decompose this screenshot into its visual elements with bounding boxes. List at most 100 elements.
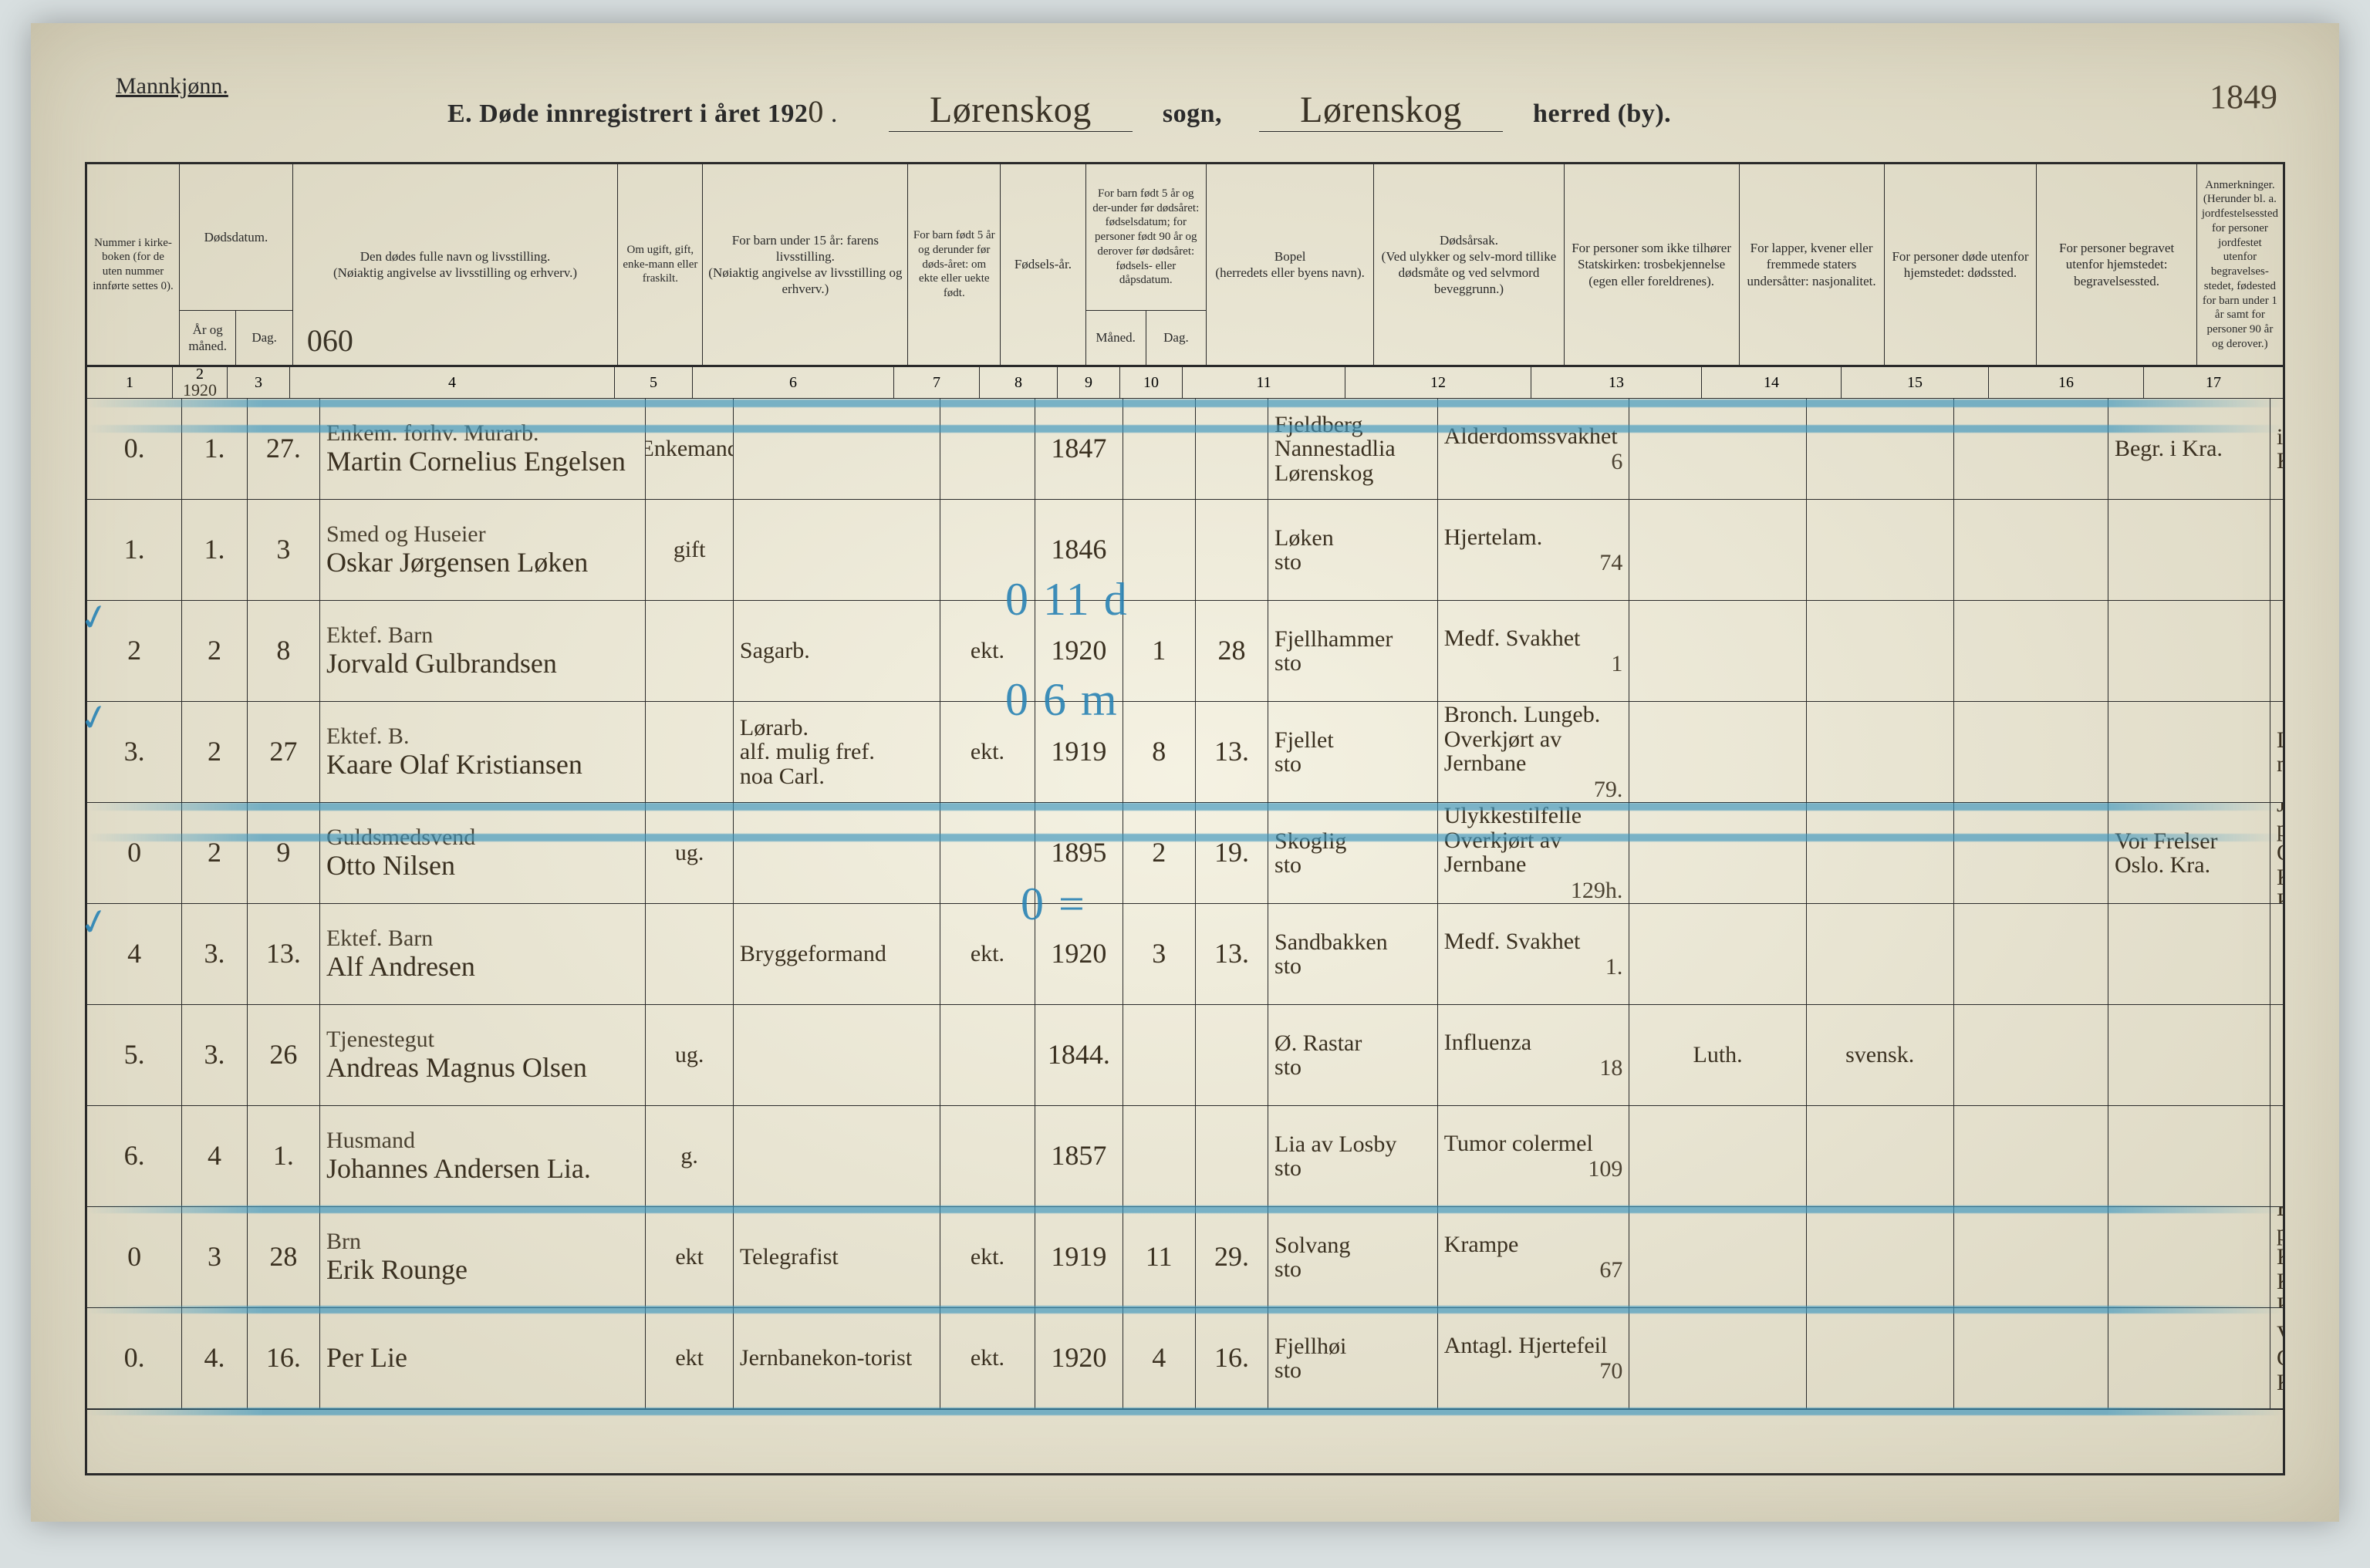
cell-ekte — [940, 803, 1035, 903]
cell-day: 8 — [248, 601, 320, 701]
cell-birthyear: 1847 — [1035, 399, 1123, 499]
cell-birthday — [1196, 1106, 1268, 1206]
col-5-header: Om ugift, gift, enke-mann eller fraskilt… — [618, 164, 703, 365]
cell-stand — [646, 702, 734, 802]
cell-deathplace — [1954, 803, 2108, 903]
cell-remarks — [2270, 904, 2283, 1004]
cell-month: 3. — [182, 904, 248, 1004]
col-9-top: For barn født 5 år og der-under før døds… — [1089, 187, 1204, 288]
cell-day: 27. — [248, 399, 320, 499]
cell-bopel: Fjellhammersto — [1268, 601, 1438, 701]
cell-day: 26 — [248, 1005, 320, 1105]
cell-nation — [1807, 803, 1954, 903]
table-row: 6.41.HusmandJohannes Andersen Lia.g.1857… — [87, 1106, 2283, 1207]
cell-deathplace — [1954, 500, 2108, 600]
cell-number: 0 — [87, 1207, 182, 1307]
cell-month: 2 — [182, 601, 248, 701]
herred-value: Lørenskog — [1300, 89, 1462, 131]
colnum: 4 — [290, 367, 615, 398]
cell-month: 3 — [182, 1207, 248, 1307]
colnum: 10 — [1120, 367, 1183, 398]
cell-father: Telegrafist — [734, 1207, 940, 1307]
cell-month: 2 — [182, 702, 248, 802]
colnum: 8 — [980, 367, 1058, 398]
cell-cause: Tumor colermel109 — [1438, 1106, 1630, 1206]
cell-remarks — [2270, 1106, 2283, 1206]
cell-stand: ekt — [646, 1207, 734, 1307]
cell-burial: Begr. i Kra. — [2108, 399, 2270, 499]
table-row: 228Ektef. BarnJorvald GulbrandsenSagarb.… — [87, 601, 2283, 702]
cell-remarks — [2270, 1005, 2283, 1105]
cell-father — [734, 500, 940, 600]
cell-name: Per Lie — [320, 1308, 646, 1408]
cell-cause: Ulykkestilfelle Overkjørt av Jernbane129… — [1438, 803, 1630, 903]
cell-nation — [1807, 1106, 1954, 1206]
cell-day: 1. — [248, 1106, 320, 1206]
column-number-row: 1 2 1920 3 4 5 6 7 8 9 10 11 12 13 14 15… — [87, 367, 2283, 399]
table-row: 0.4.16.Per LieektJernbanekon-toristekt.1… — [87, 1308, 2283, 1410]
colnum: 2 — [196, 366, 204, 382]
cell-cause: Hjertelam.74 — [1438, 500, 1630, 600]
cell-cause: Medf. Svakhet1 — [1438, 601, 1630, 701]
cell-remarks: Jordf. paa OsloKirkeg. Kra. — [2270, 803, 2283, 903]
cell-name: BrnErik Rounge — [320, 1207, 646, 1307]
table-row: 0.1.27.Enkem. forhv. Murarb.Martin Corne… — [87, 399, 2283, 500]
cell-number: 2 — [87, 601, 182, 701]
cell-stand: ug. — [646, 1005, 734, 1105]
cell-burial — [2108, 1106, 2270, 1206]
col-2-sub: År og måned. — [180, 311, 236, 365]
page-header: Mannkjønn. E. Døde innregistrert i året … — [31, 23, 2339, 147]
cell-deathplace — [1954, 1308, 2108, 1408]
cell-birthday: 29. — [1196, 1207, 1268, 1307]
title-prefix: E. Døde innregistrert i året 192 — [447, 99, 808, 128]
col-4-note: 060 — [307, 322, 353, 360]
cell-nation — [1807, 702, 1954, 802]
colnum: 13 — [1531, 367, 1702, 398]
cell-day: 13. — [248, 904, 320, 1004]
cell-number: 1. — [87, 500, 182, 600]
cell-deathplace — [1954, 702, 2108, 802]
colnum: 1 — [87, 367, 173, 398]
cell-burial — [2108, 1005, 2270, 1105]
table-row: 43.13.Ektef. BarnAlf AndresenBryggeforma… — [87, 904, 2283, 1005]
cell-remarks — [2270, 601, 2283, 701]
cell-month: 2 — [182, 803, 248, 903]
cell-birthday: 13. — [1196, 904, 1268, 1004]
cell-birthday: 19. — [1196, 803, 1268, 903]
cell-burial — [2108, 500, 2270, 600]
col-date-top: Dødsdatum. — [204, 229, 268, 245]
cell-day: 27 — [248, 702, 320, 802]
cell-bopel: Løkensto — [1268, 500, 1438, 600]
table-row: 5.3.26TjenestegutAndreas Magnus Olsenug.… — [87, 1005, 2283, 1106]
cell-month: 1. — [182, 500, 248, 600]
col-11-header: Bopel (herredets eller byens navn). — [1207, 164, 1374, 365]
cell-deathplace — [1954, 1005, 2108, 1105]
cell-birthday: 16. — [1196, 1308, 1268, 1408]
colnum: 6 — [693, 367, 894, 398]
cell-name: GuldsmedsvendOtto Nilsen — [320, 803, 646, 903]
table-row: 029GuldsmedsvendOtto Nilsenug.1895219.Sk… — [87, 803, 2283, 904]
cell-birthyear: 1844. — [1035, 1005, 1123, 1105]
cell-birthyear: 1919 — [1035, 1207, 1123, 1307]
cell-ekte — [940, 1106, 1035, 1206]
col-15-header: For personer døde utenfor hjemstedet: dø… — [1885, 164, 2037, 365]
cell-faith — [1629, 500, 1806, 600]
cell-remarks: Begr. p. A. Kkers Kirkeg.Kra. — [2270, 1207, 2283, 1307]
cell-ekte: ekt. — [940, 904, 1035, 1004]
cell-number: 5. — [87, 1005, 182, 1105]
cell-birthmonth — [1123, 1106, 1196, 1206]
col-12-header: Dødsårsak. (Ved ulykker og selv-mord til… — [1374, 164, 1564, 365]
cell-birthyear: 1919 — [1035, 702, 1123, 802]
cell-bopel: Skogligsto — [1268, 803, 1438, 903]
cell-day: 16. — [248, 1308, 320, 1408]
cell-cause: Medf. Svakhet1. — [1438, 904, 1630, 1004]
cell-name: Smed og HuseierOskar Jørgensen Løken — [320, 500, 646, 600]
cell-faith: Luth. — [1629, 1005, 1806, 1105]
cell-faith — [1629, 601, 1806, 701]
cell-faith — [1629, 1207, 1806, 1307]
cell-father — [734, 399, 940, 499]
cell-birthyear: 1920 — [1035, 1308, 1123, 1408]
cell-number: 0 — [87, 803, 182, 903]
cell-deathplace — [1954, 904, 2108, 1004]
cell-stand: ug. — [646, 803, 734, 903]
